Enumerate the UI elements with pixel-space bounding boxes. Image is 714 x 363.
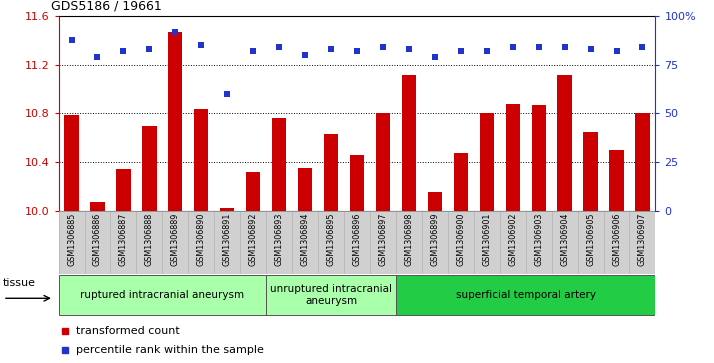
Point (559, 45, 570, 50)
Bar (298, 168, 312, 211)
Text: GSM1306904: GSM1306904 (560, 212, 569, 266)
Point (273, 45, 285, 50)
Bar (396, 275, 655, 315)
Text: GSM1306895: GSM1306895 (326, 212, 336, 266)
Text: superficial temporal artery: superficial temporal artery (456, 290, 595, 300)
Point (585, 46, 596, 52)
Text: tissue: tissue (3, 278, 36, 288)
Point (118, 48, 129, 54)
Bar (324, 134, 338, 211)
Text: GSM1306888: GSM1306888 (145, 212, 154, 266)
Bar (64, 115, 79, 211)
Point (144, 46, 155, 52)
Text: GSM1306887: GSM1306887 (119, 212, 128, 266)
Text: GSM1306890: GSM1306890 (197, 212, 206, 266)
Point (481, 48, 493, 54)
Bar (59, 275, 266, 315)
Bar (531, 105, 545, 211)
Text: GSM1306898: GSM1306898 (404, 212, 413, 266)
Point (533, 45, 544, 50)
Point (507, 45, 518, 50)
Point (637, 45, 648, 50)
Point (403, 46, 415, 52)
Bar (453, 154, 468, 211)
Point (299, 52, 311, 58)
Bar (91, 202, 105, 211)
Text: GSM1306900: GSM1306900 (456, 212, 466, 266)
Text: GSM1306903: GSM1306903 (534, 212, 543, 266)
Bar (272, 118, 286, 211)
Text: GSM1306894: GSM1306894 (301, 212, 310, 266)
Point (66, 37, 77, 42)
Bar (402, 75, 416, 211)
Text: unruptured intracranial
aneurysm: unruptured intracranial aneurysm (270, 284, 392, 306)
Point (92, 54, 104, 60)
Text: transformed count: transformed count (76, 326, 180, 336)
Text: GSM1306905: GSM1306905 (586, 212, 595, 266)
Text: GSM1306901: GSM1306901 (482, 212, 491, 266)
Bar (480, 113, 494, 211)
Bar (169, 32, 183, 211)
Text: GSM1306907: GSM1306907 (638, 212, 647, 266)
Point (326, 46, 337, 52)
Text: percentile rank within the sample: percentile rank within the sample (76, 345, 264, 355)
Bar (350, 155, 364, 211)
Text: GSM1306892: GSM1306892 (248, 212, 258, 266)
Text: GSM1306906: GSM1306906 (612, 212, 621, 266)
Text: GSM1306886: GSM1306886 (93, 212, 102, 266)
Bar (142, 126, 156, 211)
Text: GSM1306899: GSM1306899 (431, 212, 439, 266)
Text: GSM1306885: GSM1306885 (67, 212, 76, 266)
Text: GSM1306897: GSM1306897 (378, 212, 388, 266)
Bar (558, 75, 572, 211)
Text: GSM1306896: GSM1306896 (353, 212, 361, 266)
Bar (116, 169, 131, 211)
Text: GSM1306889: GSM1306889 (171, 212, 180, 266)
Bar (266, 275, 396, 315)
Bar (609, 150, 623, 211)
Text: ruptured intracranial aneurysm: ruptured intracranial aneurysm (80, 290, 244, 300)
Bar (220, 208, 234, 211)
Bar (506, 104, 520, 211)
Bar (583, 132, 598, 211)
Bar (428, 192, 442, 211)
Bar (246, 172, 261, 211)
Point (351, 48, 363, 54)
Point (610, 48, 622, 54)
Text: GDS5186 / 19661: GDS5186 / 19661 (51, 0, 162, 13)
Point (170, 29, 181, 35)
Text: GSM1306891: GSM1306891 (223, 212, 232, 266)
Point (221, 91, 233, 97)
Point (248, 48, 259, 54)
Point (455, 48, 466, 54)
Point (196, 42, 207, 48)
Point (429, 54, 441, 60)
Bar (635, 113, 650, 211)
Text: GSM1306902: GSM1306902 (508, 212, 517, 266)
Point (377, 45, 388, 50)
Text: GSM1306893: GSM1306893 (275, 212, 283, 266)
Bar (376, 113, 390, 211)
Bar (194, 109, 208, 211)
